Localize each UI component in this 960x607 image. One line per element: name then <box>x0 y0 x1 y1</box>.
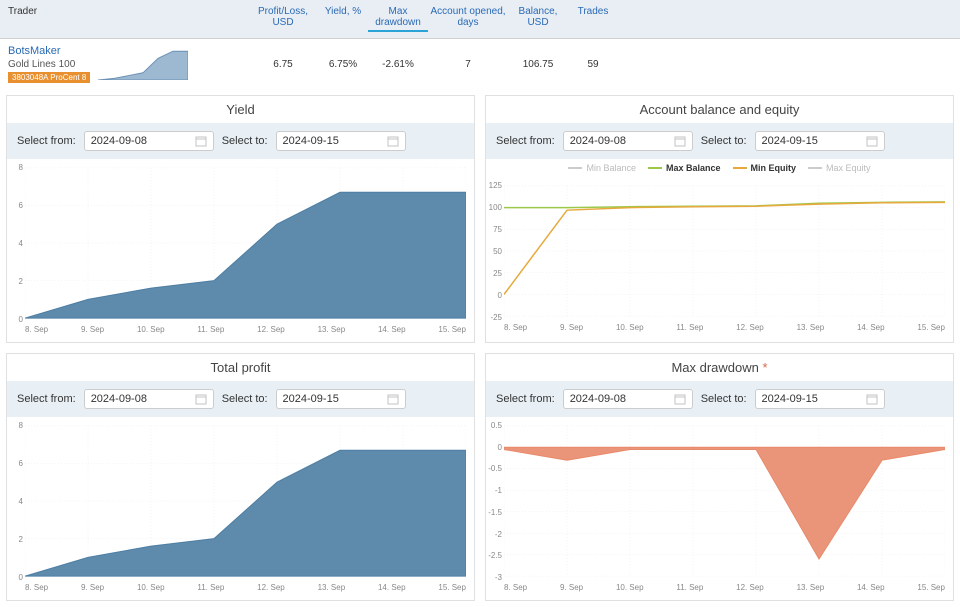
date-value: 2024-09-08 <box>91 135 147 147</box>
yield-date-bar: Select from: 2024-09-08 Select to: 2024-… <box>7 123 474 159</box>
date-value: 2024-09-15 <box>283 393 339 405</box>
th-trader[interactable]: Trader <box>8 6 248 32</box>
to-label: Select to: <box>701 135 747 147</box>
to-label: Select to: <box>701 393 747 405</box>
td-profit-loss: 6.75 <box>248 59 318 70</box>
table-header: Trader Profit/Loss, USD Yield, % Max dra… <box>0 0 960 39</box>
from-label: Select from: <box>17 135 76 147</box>
date-value: 2024-09-15 <box>762 393 818 405</box>
balance-to-input[interactable]: 2024-09-15 <box>755 131 885 151</box>
date-value: 2024-09-15 <box>762 135 818 147</box>
date-value: 2024-09-08 <box>570 135 626 147</box>
yield-x-labels: 8. Sep9. Sep10. Sep11. Sep12. Sep13. Sep… <box>25 323 466 338</box>
profit-y-labels: 86420 <box>9 421 23 582</box>
balance-chart <box>504 181 945 321</box>
date-value: 2024-09-08 <box>91 393 147 405</box>
table-row: BotsMaker Gold Lines 100 3803048A ProCen… <box>0 39 960 89</box>
charts-grid: Yield Select from: 2024-09-08 Select to:… <box>0 89 960 607</box>
td-balance: 106.75 <box>508 59 568 70</box>
th-trades[interactable]: Trades <box>568 6 618 32</box>
profit-to-input[interactable]: 2024-09-15 <box>276 389 406 409</box>
td-days: 7 <box>428 59 508 70</box>
balance-title: Account balance and equity <box>486 96 953 123</box>
th-drawdown[interactable]: Max drawdown <box>368 6 428 32</box>
yield-panel: Yield Select from: 2024-09-08 Select to:… <box>6 95 475 343</box>
date-value: 2024-09-15 <box>283 135 339 147</box>
yield-title: Yield <box>7 96 474 123</box>
yield-from-input[interactable]: 2024-09-08 <box>84 131 214 151</box>
drawdown-y-labels: 0.50-0.5-1-1.5-2-2.5-3 <box>488 421 502 582</box>
td-trades: 59 <box>568 59 618 70</box>
balance-legend: Min BalanceMax BalanceMin EquityMax Equi… <box>486 159 953 177</box>
td-drawdown: -2.61% <box>368 59 428 70</box>
calendar-icon <box>866 135 878 147</box>
balance-panel: Account balance and equity Select from: … <box>485 95 954 343</box>
profit-chart <box>25 421 466 581</box>
drawdown-panel: Max drawdown * Select from: 2024-09-08 S… <box>485 353 954 601</box>
trader-name[interactable]: BotsMaker <box>8 45 90 57</box>
profit-from-input[interactable]: 2024-09-08 <box>84 389 214 409</box>
date-value: 2024-09-08 <box>570 393 626 405</box>
to-label: Select to: <box>222 135 268 147</box>
calendar-icon <box>674 135 686 147</box>
balance-from-input[interactable]: 2024-09-08 <box>563 131 693 151</box>
yield-to-input[interactable]: 2024-09-15 <box>276 131 406 151</box>
profit-date-bar: Select from: 2024-09-08 Select to: 2024-… <box>7 381 474 417</box>
th-days[interactable]: Account opened, days <box>428 6 508 32</box>
drawdown-chart <box>504 421 945 581</box>
drawdown-title: Max drawdown * <box>486 354 953 381</box>
profit-panel: Total profit Select from: 2024-09-08 Sel… <box>6 353 475 601</box>
sparkline-chart <box>98 48 188 80</box>
trader-badge: 3803048A ProCent 8 <box>8 72 90 83</box>
th-profit-loss[interactable]: Profit/Loss, USD <box>248 6 318 32</box>
profit-title: Total profit <box>7 354 474 381</box>
calendar-icon <box>866 393 878 405</box>
balance-x-labels: 8. Sep9. Sep10. Sep11. Sep12. Sep13. Sep… <box>504 321 945 336</box>
calendar-icon <box>674 393 686 405</box>
yield-y-labels: 86420 <box>9 163 23 324</box>
calendar-icon <box>195 393 207 405</box>
balance-date-bar: Select from: 2024-09-08 Select to: 2024-… <box>486 123 953 159</box>
calendar-icon <box>387 135 399 147</box>
drawdown-asterisk: * <box>763 360 768 375</box>
drawdown-date-bar: Select from: 2024-09-08 Select to: 2024-… <box>486 381 953 417</box>
from-label: Select from: <box>496 135 555 147</box>
trader-subtitle: Gold Lines 100 <box>8 59 90 70</box>
calendar-icon <box>387 393 399 405</box>
from-label: Select from: <box>496 393 555 405</box>
th-balance[interactable]: Balance, USD <box>508 6 568 32</box>
yield-chart <box>25 163 466 323</box>
to-label: Select to: <box>222 393 268 405</box>
drawdown-title-text: Max drawdown <box>671 360 758 375</box>
td-yield: 6.75% <box>318 59 368 70</box>
from-label: Select from: <box>17 393 76 405</box>
drawdown-from-input[interactable]: 2024-09-08 <box>563 389 693 409</box>
drawdown-to-input[interactable]: 2024-09-15 <box>755 389 885 409</box>
profit-x-labels: 8. Sep9. Sep10. Sep11. Sep12. Sep13. Sep… <box>25 581 466 596</box>
balance-y-labels: 1251007550250-25 <box>488 181 502 322</box>
drawdown-x-labels: 8. Sep9. Sep10. Sep11. Sep12. Sep13. Sep… <box>504 581 945 596</box>
calendar-icon <box>195 135 207 147</box>
th-yield[interactable]: Yield, % <box>318 6 368 32</box>
